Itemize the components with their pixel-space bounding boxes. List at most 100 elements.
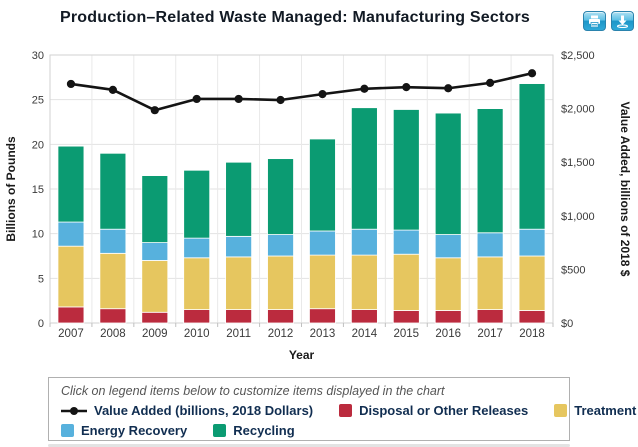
bar-segment <box>434 310 462 324</box>
svg-text:2015: 2015 <box>393 328 419 340</box>
legend-item-treatment[interactable]: Treatment <box>554 403 636 418</box>
y-axis-left-ticks: 0 5 10 15 20 25 30 <box>32 50 44 330</box>
bar-segment <box>518 83 546 230</box>
download-button[interactable] <box>611 11 634 31</box>
value-added-point <box>66 79 76 89</box>
bar-segment <box>350 107 378 230</box>
x-axis-tick-labels: 2007 2008 2009 2010 2011 2012 2013 2014 2015 2016… <box>58 328 545 340</box>
value-added-point <box>276 95 285 105</box>
value-added-point <box>108 85 117 94</box>
bar-segment <box>434 257 462 311</box>
bar-segment <box>434 234 462 259</box>
svg-text:2018: 2018 <box>519 328 545 340</box>
legend-item-recycling[interactable]: Recycling <box>213 423 295 438</box>
bar-segment <box>476 309 504 324</box>
chart-canvas: 0 5 10 15 20 25 30 $0 $500 $1,000 $1,500 $2,000 $2,5… <box>4 50 632 362</box>
svg-text:10: 10 <box>32 229 44 241</box>
svg-text:$2,000: $2,000 <box>561 104 595 116</box>
bar-segment <box>476 108 504 234</box>
svg-text:2008: 2008 <box>100 328 126 340</box>
legend-rows: Value Added (billions, 2018 Dollars) Disp… <box>61 403 636 438</box>
svg-text:30: 30 <box>32 50 44 62</box>
bar-segment <box>267 255 294 310</box>
legend-item-disposal-or-other-releases[interactable]: Disposal or Other Releases <box>339 403 528 418</box>
svg-text:2011: 2011 <box>226 328 251 340</box>
bar-segment <box>99 152 127 230</box>
svg-text:2017: 2017 <box>477 328 503 340</box>
y-axis-right-ticks: $0 $500 $1,000 $1,500 $2,000 $2,500 <box>561 50 595 330</box>
legend-item-energy-recovery[interactable]: Energy Recovery <box>61 423 187 438</box>
bar-segment <box>225 161 253 237</box>
legend-box: Click on legend items below to customize… <box>48 377 636 441</box>
bar-segment <box>309 308 336 324</box>
bar-segment <box>267 234 294 257</box>
svg-text:$500: $500 <box>561 264 585 276</box>
value-added-point <box>234 94 243 104</box>
svg-text:2010: 2010 <box>184 328 210 340</box>
download-icon <box>616 15 629 28</box>
bar-segment <box>350 228 378 256</box>
svg-text:$1,500: $1,500 <box>561 157 595 169</box>
value-added-line <box>70 71 533 112</box>
value-added-point <box>486 78 495 87</box>
bar-segment <box>518 228 546 257</box>
value-added-point <box>318 90 327 99</box>
bar-segment <box>392 109 420 231</box>
chart-toolbar <box>583 11 634 31</box>
bar-segment <box>141 242 169 261</box>
legend-item-label: Recycling <box>233 423 295 438</box>
legend-row: Energy Recovery Recycling <box>61 423 557 438</box>
value-added-point <box>150 106 159 115</box>
bar-segment <box>141 175 169 244</box>
svg-text:2013: 2013 <box>310 328 336 340</box>
bar-segment <box>225 309 253 324</box>
svg-text:2009: 2009 <box>142 328 168 340</box>
bar-segment <box>57 306 85 324</box>
bar-segment <box>309 254 336 310</box>
legend-item-label: Energy Recovery <box>81 423 188 438</box>
bar-segment <box>309 230 336 256</box>
legend-note: Click on legend items below to customize… <box>61 384 445 398</box>
legend-item-label: Value Added (billions, 2018 Dollars) <box>94 403 314 418</box>
bar-segment <box>434 112 462 235</box>
value-added-point <box>444 84 453 93</box>
value-added-point <box>192 94 201 104</box>
swatch-icon <box>213 424 227 437</box>
bar-segment <box>476 256 504 311</box>
value-added-point <box>527 69 537 78</box>
bar-segment <box>99 252 127 310</box>
swatch-icon <box>554 404 568 417</box>
swatch-icon <box>339 404 353 417</box>
x-axis-title: Year <box>289 348 315 362</box>
bar-segment <box>392 229 420 255</box>
bar-segment <box>392 253 420 311</box>
bar-segment <box>57 245 85 308</box>
bar-segment <box>518 255 546 311</box>
bar-segment <box>183 309 211 324</box>
y-axis-right-title: Value Added, billions of 2018 $ <box>618 102 632 277</box>
bar-segment <box>267 158 294 235</box>
svg-text:2012: 2012 <box>268 328 294 340</box>
bar-segment <box>183 237 211 259</box>
bar-segment <box>518 310 546 324</box>
svg-text:0: 0 <box>38 318 44 330</box>
stacked-bars <box>57 83 546 324</box>
value-added-point <box>360 84 369 93</box>
svg-text:$1,000: $1,000 <box>561 211 595 223</box>
legend-item-label: Treatment <box>574 403 637 418</box>
bar-segment <box>309 138 336 232</box>
bar-segment <box>476 232 504 258</box>
swatch-icon <box>61 424 74 437</box>
svg-text:2014: 2014 <box>352 328 378 340</box>
bar-segment <box>99 228 127 254</box>
y-axis-left-title: Billions of Pounds <box>4 136 18 242</box>
bar-segment <box>141 311 169 324</box>
legend-item-value-added-billions-2018-dollars[interactable]: Value Added (billions, 2018 Dollars) <box>61 403 313 418</box>
svg-text:25: 25 <box>32 95 44 107</box>
bottom-divider <box>48 444 570 447</box>
print-button[interactable] <box>583 11 606 31</box>
bar-segment <box>225 235 253 258</box>
bar-segment <box>350 309 378 324</box>
svg-text:$2,500: $2,500 <box>561 50 595 62</box>
